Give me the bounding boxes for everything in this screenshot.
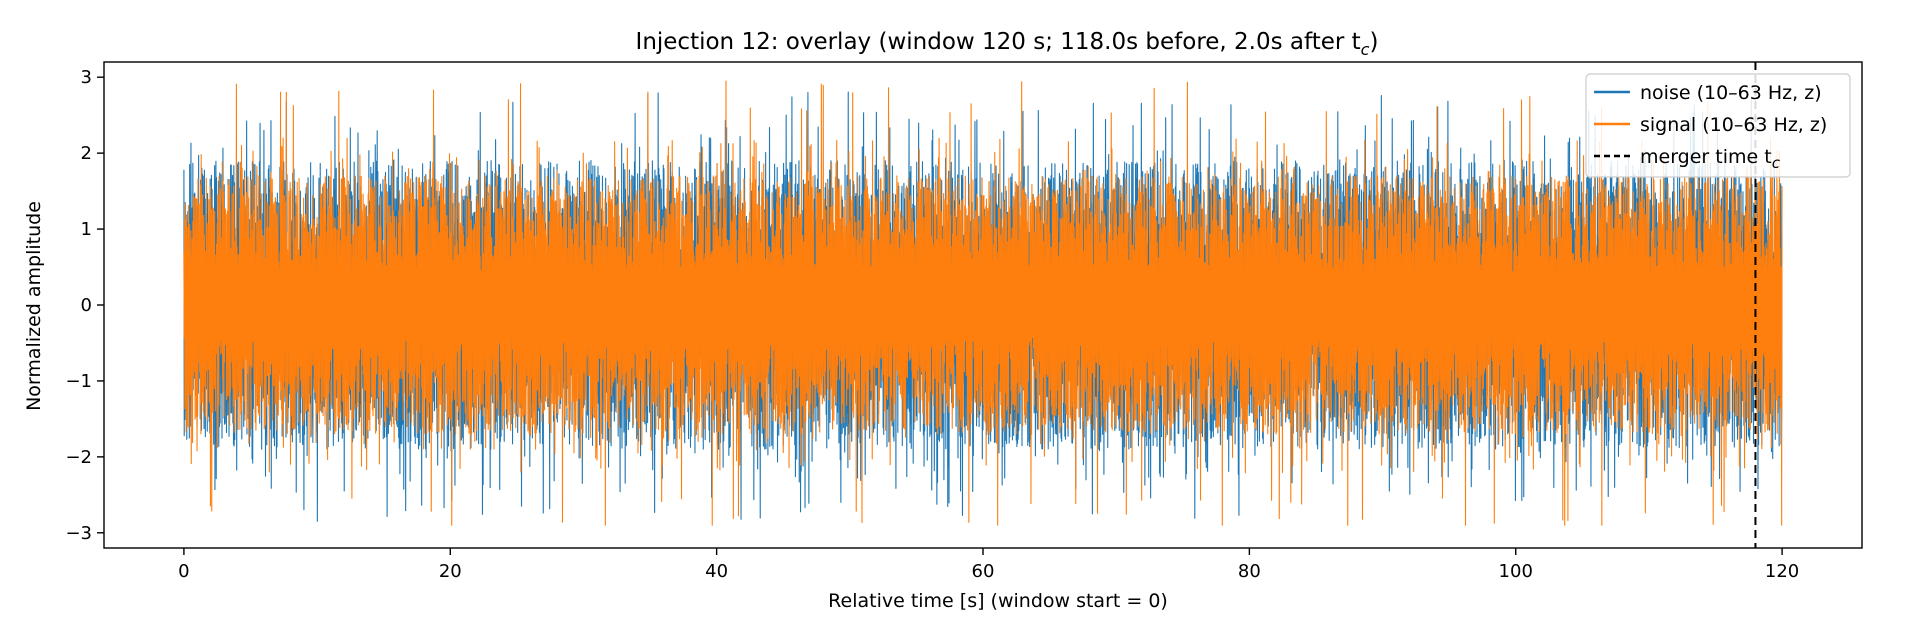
legend-box — [1585, 73, 1851, 178]
y-tick-label: 2 — [81, 143, 92, 164]
x-axis: 0 20 40 60 80 100 120 — [178, 548, 1799, 582]
x-tick-label: 100 — [1499, 561, 1533, 582]
chart-title: Injection 12: overlay (window 120 s; 118… — [636, 29, 1379, 59]
legend-label-noise: noise (10–63 Hz, z) — [1640, 82, 1822, 104]
x-tick-label: 120 — [1765, 561, 1799, 582]
y-axis: −3 −2 −1 0 1 2 3 — [65, 67, 104, 544]
x-tick-label: 0 — [178, 561, 189, 582]
y-tick-label: 1 — [81, 219, 92, 240]
x-tick-label: 60 — [972, 561, 995, 582]
x-tick-label: 20 — [439, 561, 462, 582]
x-tick-label: 80 — [1238, 561, 1261, 582]
y-tick-label: −1 — [65, 371, 92, 392]
legend-label-merger: merger time tc — [1640, 146, 1781, 172]
x-axis-label: Relative time [s] (window start = 0) — [828, 590, 1168, 612]
y-tick-label: −2 — [65, 447, 92, 468]
x-tick-label: 40 — [705, 561, 728, 582]
legend: noise (10–63 Hz, z) signal (10–63 Hz, z)… — [1585, 73, 1851, 178]
y-tick-label: 3 — [81, 67, 92, 88]
y-tick-label: −3 — [65, 523, 92, 544]
y-tick-label: 0 — [81, 295, 92, 316]
y-axis-label: Normalized amplitude — [23, 201, 45, 411]
legend-label-signal: signal (10–63 Hz, z) — [1640, 114, 1827, 136]
series-line-1 — [183, 80, 1783, 526]
series-layer — [183, 80, 1783, 526]
